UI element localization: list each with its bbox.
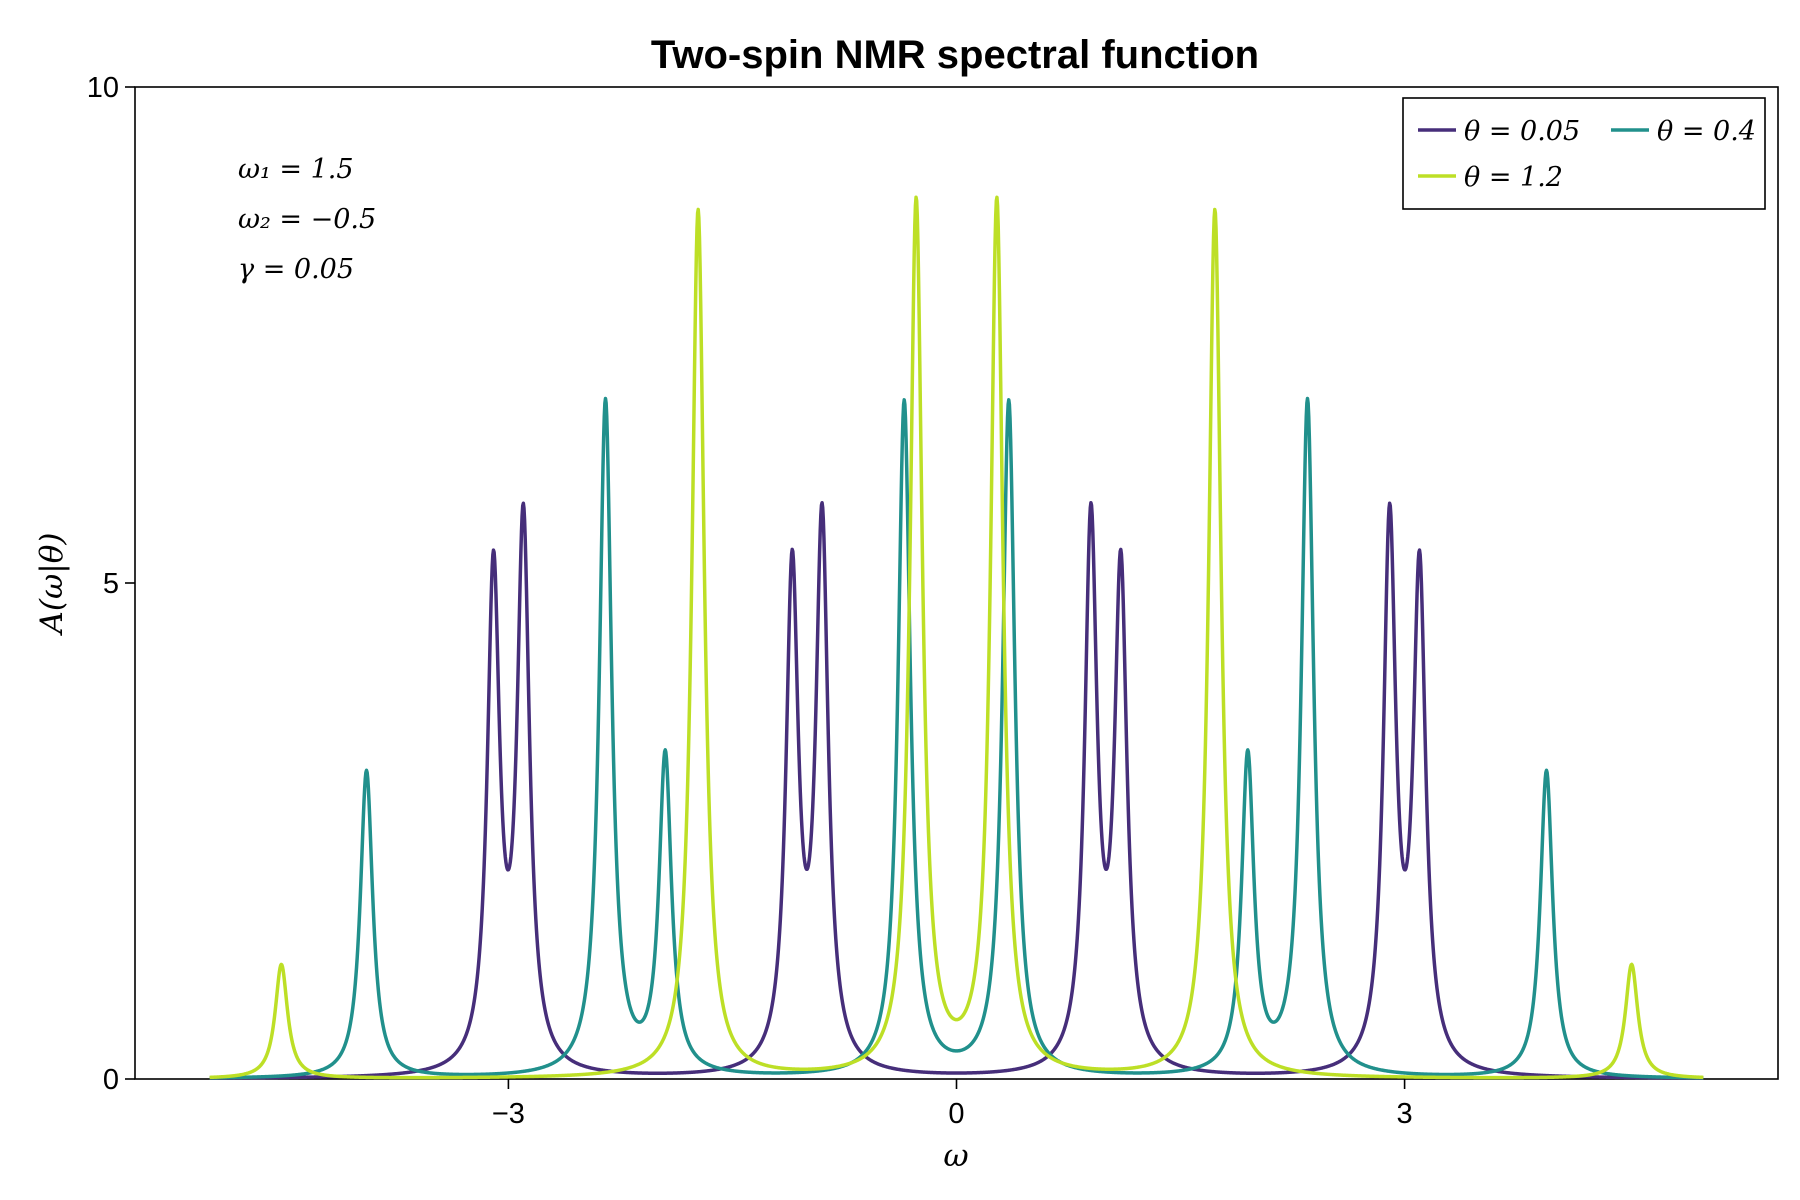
plot-frame (134, 86, 1779, 1080)
y-tick-label: 10 (87, 72, 119, 104)
y-axis-label: A(ω|θ) (34, 533, 70, 637)
y-tick-label: 0 (103, 1064, 119, 1096)
series-line-3 (208, 195, 1705, 1080)
ticks-layer: −3 0 3 0 5 10 (87, 72, 1413, 1130)
series-layer (208, 195, 1705, 1080)
annotation-gamma: γ = 0.05 (238, 254, 354, 285)
x-axis-label: ω (943, 1138, 968, 1174)
annotation-omega1: ω₁ = 1.5 (238, 154, 354, 185)
x-tick-label: 3 (1397, 1098, 1413, 1130)
y-tick-label: 5 (103, 568, 119, 600)
legend-label-series-1: θ = 0.05 (1464, 116, 1580, 147)
legend: θ = 0.05 θ = 0.4 θ = 1.2 (1402, 97, 1766, 210)
annotations: ω₁ = 1.5 ω₂ = −0.5 γ = 0.05 (238, 154, 376, 285)
legend-label-series-3: θ = 1.2 (1464, 162, 1563, 193)
series-line-2 (208, 396, 1705, 1080)
series-line-1 (208, 500, 1705, 1080)
legend-label-series-2: θ = 0.4 (1657, 116, 1756, 147)
legend-box (1402, 97, 1766, 210)
x-tick-label: 0 (948, 1098, 964, 1130)
x-tick-label: −3 (492, 1098, 525, 1130)
annotation-omega2: ω₂ = −0.5 (238, 204, 376, 235)
chart-title: Two-spin NMR spectral function (651, 33, 1259, 77)
